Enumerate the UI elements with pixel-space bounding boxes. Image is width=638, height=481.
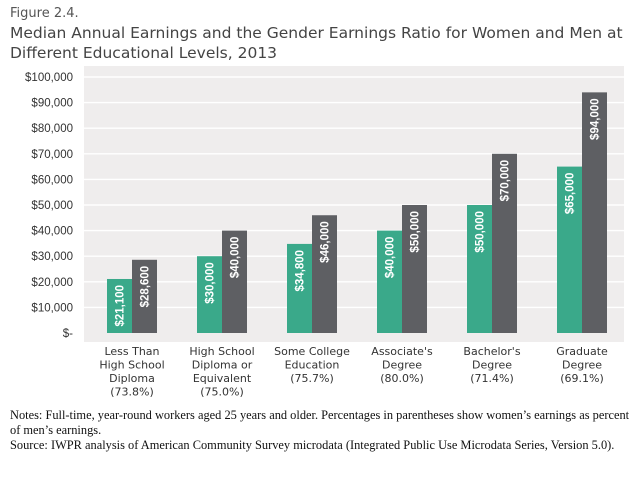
category-label: Less Than <box>104 345 159 358</box>
category-label: Degree <box>472 359 512 372</box>
bar <box>377 230 402 333</box>
y-tick-label: $20,000 <box>31 277 73 289</box>
category-label: (80.0%) <box>380 372 424 385</box>
source-text: Source: IWPR analysis of American Commun… <box>10 438 615 452</box>
data-label: $21,100 <box>115 285 127 327</box>
chart-notes: Notes: Full-time, year-round workers age… <box>10 408 630 453</box>
category-label: Education <box>285 359 340 372</box>
bar <box>197 256 222 333</box>
category-label: Equivalent <box>193 372 252 385</box>
chart-title: Median Annual Earnings and the Gender Ea… <box>10 24 623 62</box>
data-label: $30,000 <box>205 262 217 304</box>
bar <box>107 278 132 333</box>
data-label: $50,000 <box>475 211 487 253</box>
bar <box>492 153 517 333</box>
data-label: $70,000 <box>500 160 512 202</box>
y-tick-label: $40,000 <box>31 226 73 238</box>
y-tick-label: $30,000 <box>31 251 73 263</box>
category-label: (69.1%) <box>560 372 604 385</box>
y-tick-label: $10,000 <box>31 302 73 314</box>
bar <box>402 205 427 333</box>
category-label: Degree <box>382 359 422 372</box>
data-label: $28,600 <box>140 266 152 308</box>
y-tick-label: $80,000 <box>31 123 73 135</box>
category-label: Some College <box>274 345 350 358</box>
category-label: (71.4%) <box>470 372 514 385</box>
data-label: $65,000 <box>565 173 577 215</box>
category-label: High School <box>189 345 254 358</box>
category-label: Associate's <box>371 345 433 358</box>
category-label: Degree <box>562 359 602 372</box>
category-label: High School <box>99 359 164 372</box>
category-label: (73.8%) <box>110 386 154 399</box>
bar <box>467 205 492 333</box>
bar-chart: $- $10,000 $20,000 $30,000 $40,000 $50,000 $60… <box>25 66 624 399</box>
figure-label: Figure 2.4. <box>10 6 79 21</box>
y-tick-label: $50,000 <box>31 200 73 212</box>
data-label: $94,000 <box>590 98 602 140</box>
y-tick-label: $90,000 <box>31 98 73 110</box>
category-label: Diploma or <box>192 359 253 372</box>
data-label: $34,800 <box>295 250 307 292</box>
category-label: Bachelor's <box>463 345 520 358</box>
bar <box>287 243 312 333</box>
notes-text: Notes: Full-time, year-round workers age… <box>10 408 630 437</box>
bar <box>132 259 157 333</box>
y-tick-label: $60,000 <box>31 174 73 186</box>
bar <box>557 166 582 333</box>
category-label: Diploma <box>109 372 155 385</box>
data-label: $50,000 <box>410 211 422 253</box>
bar <box>582 92 607 333</box>
bar <box>312 215 337 333</box>
category-label: Graduate <box>556 345 608 358</box>
bar <box>222 230 247 333</box>
category-label: (75.0%) <box>200 386 244 399</box>
data-label: $40,000 <box>230 237 242 279</box>
y-tick-label: $70,000 <box>31 149 73 161</box>
plot-area <box>84 66 624 342</box>
data-label: $40,000 <box>385 237 397 279</box>
y-tick-label: $- <box>63 328 73 340</box>
y-tick-label: $100,000 <box>25 72 73 84</box>
data-label: $46,000 <box>320 221 332 263</box>
category-label: (75.7%) <box>290 372 334 385</box>
